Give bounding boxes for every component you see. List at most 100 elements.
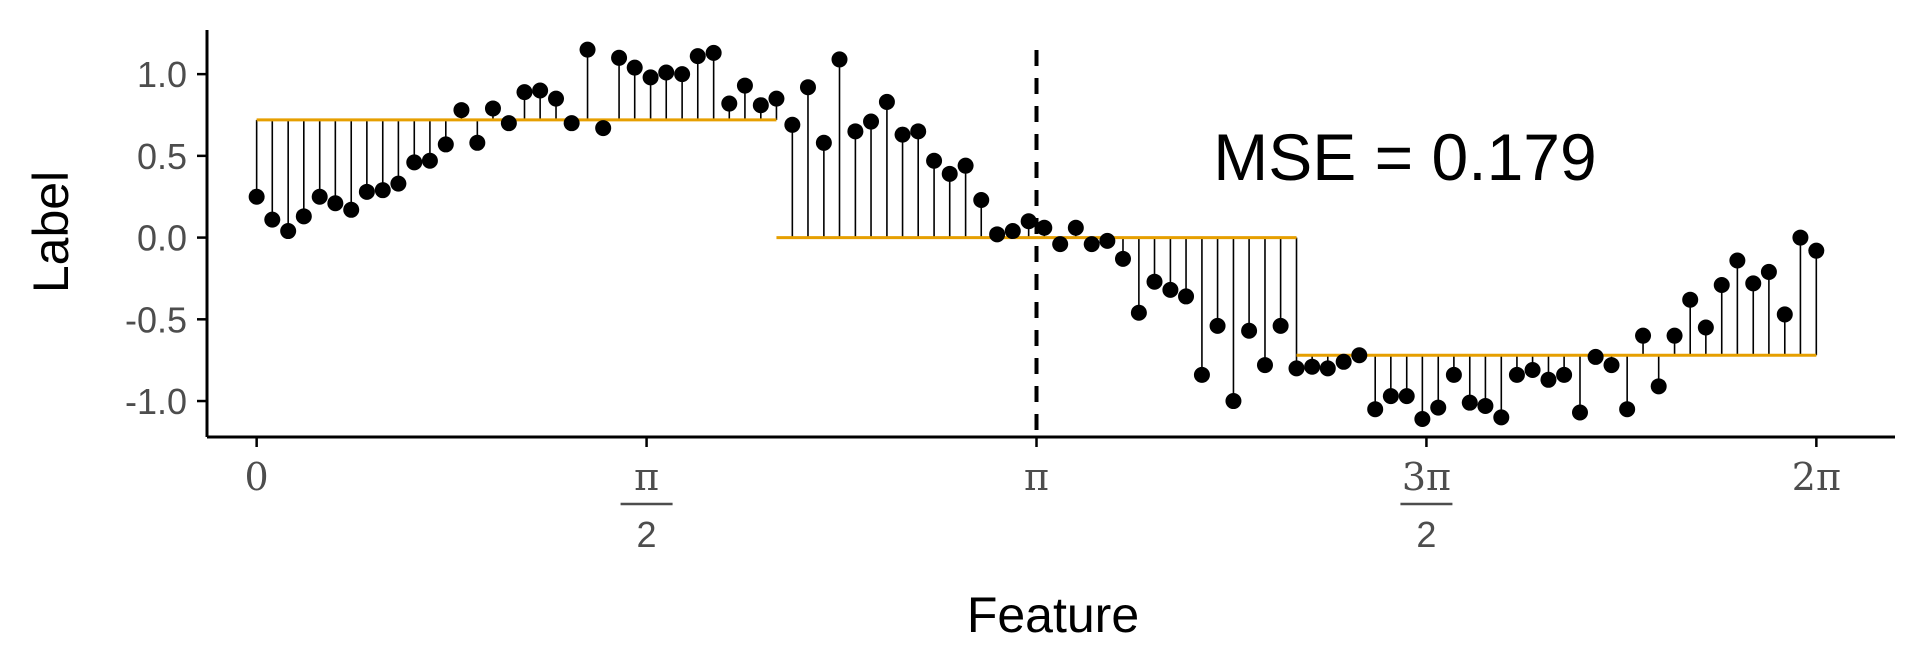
x-tick-label-denominator: 2 [637, 514, 657, 555]
x-tick-label: 2π [1792, 455, 1841, 499]
data-point [579, 41, 596, 58]
y-axis-title: Label [23, 171, 79, 293]
data-point [406, 154, 423, 171]
data-point [1004, 223, 1021, 240]
data-point [1382, 388, 1399, 405]
x-tick-label-denominator: 2 [1416, 514, 1436, 555]
mse-annotation: MSE = 0.179 [1213, 120, 1596, 194]
data-point [453, 102, 470, 119]
data-point [374, 182, 391, 199]
data-point [878, 93, 895, 110]
data-point [1052, 236, 1069, 253]
data-point [1099, 232, 1116, 249]
data-point [1556, 366, 1573, 383]
data-point [1745, 275, 1762, 292]
data-point [863, 113, 880, 130]
data-point [752, 97, 769, 114]
data-point [1493, 409, 1510, 426]
x-tick-label: π [1024, 455, 1049, 499]
data-point [343, 201, 360, 218]
data-point [1146, 273, 1163, 290]
data-point [910, 123, 927, 140]
x-tick-label-numerator: 3π [1402, 455, 1451, 499]
data-point [611, 49, 628, 66]
data-point [973, 191, 990, 208]
data-point [1792, 229, 1809, 246]
data-point [1697, 319, 1714, 336]
data-point [1650, 378, 1667, 395]
data-point [327, 195, 344, 212]
data-point [1603, 357, 1620, 374]
data-point [768, 90, 785, 107]
data-point [390, 175, 407, 192]
x-tick-label-numerator: π [634, 455, 659, 499]
data-point [1713, 276, 1730, 293]
data-points [248, 41, 1825, 428]
data-point [1635, 327, 1652, 344]
y-ticks: 1.0 0.5 0.0 -0.5 -1.0 [125, 54, 207, 422]
data-point [1083, 236, 1100, 253]
data-point [532, 82, 549, 99]
data-point [469, 134, 486, 151]
data-point [1760, 263, 1777, 280]
data-point [500, 115, 517, 132]
data-point [1477, 397, 1494, 414]
data-point [1808, 242, 1825, 259]
data-point [1304, 358, 1321, 375]
data-point [1524, 361, 1541, 378]
data-point [1540, 371, 1557, 388]
data-point [1351, 347, 1368, 364]
data-point [516, 84, 533, 101]
data-point [1319, 360, 1336, 377]
data-point [1729, 252, 1746, 269]
y-tick-label: 1.0 [137, 54, 187, 95]
y-tick-label: 0.0 [137, 218, 187, 259]
step-fit-lines [256, 118, 1817, 357]
data-point [563, 115, 580, 132]
data-point [1193, 366, 1210, 383]
data-point [815, 134, 832, 151]
data-point [1776, 306, 1793, 323]
data-point [941, 165, 958, 182]
data-point [926, 152, 943, 169]
data-point [784, 116, 801, 133]
data-point [358, 183, 375, 200]
data-point [248, 188, 265, 205]
data-point [1256, 357, 1273, 374]
data-point [847, 123, 864, 140]
data-point [1241, 322, 1258, 339]
data-point [1430, 399, 1447, 416]
data-point [1162, 281, 1179, 298]
data-point [1225, 393, 1242, 410]
data-point [1130, 304, 1147, 321]
data-point [1587, 348, 1604, 365]
data-point [674, 66, 691, 83]
data-point [311, 188, 328, 205]
data-point [1335, 353, 1352, 370]
data-point [421, 152, 438, 169]
data-point [1682, 291, 1699, 308]
data-point [1067, 219, 1084, 236]
data-point [280, 223, 297, 240]
data-point [736, 77, 753, 94]
x-tick-label: 0 [245, 455, 269, 499]
y-tick-label: 0.5 [137, 136, 187, 177]
data-point [1445, 366, 1462, 383]
data-point [799, 79, 816, 96]
data-point [1461, 394, 1478, 411]
y-tick-label: -1.0 [125, 381, 187, 422]
data-point [1666, 327, 1683, 344]
data-point [437, 136, 454, 153]
data-point [1272, 317, 1289, 334]
x-axis-title: Feature [967, 587, 1139, 643]
data-point [1414, 411, 1431, 428]
data-point [548, 90, 565, 107]
data-point [1367, 401, 1384, 418]
data-point [1619, 401, 1636, 418]
data-point [1209, 317, 1226, 334]
data-point [295, 208, 312, 225]
data-point [831, 51, 848, 68]
data-point [1508, 366, 1525, 383]
